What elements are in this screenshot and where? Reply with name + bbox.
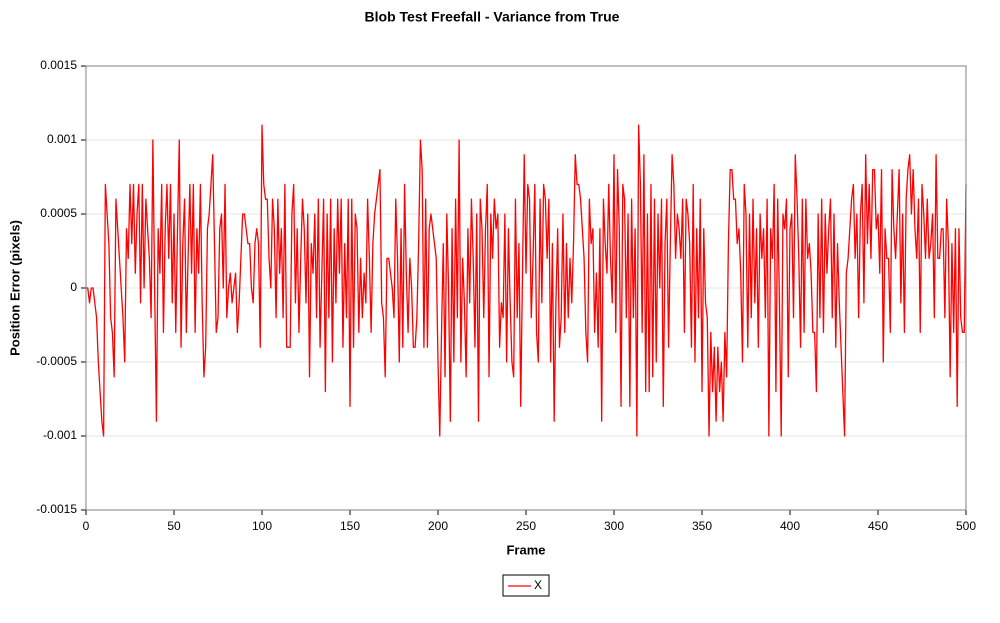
x-axis-title: Frame (506, 542, 545, 557)
x-tick-label: 300 (604, 519, 624, 533)
y-tick-label: 0.0005 (40, 206, 77, 220)
legend-label: X (534, 578, 542, 592)
legend: X (502, 574, 550, 597)
x-tick-label: 100 (252, 519, 272, 533)
y-tick-label: 0 (70, 280, 77, 294)
y-tick-label: 0.0015 (40, 58, 77, 72)
data-line (86, 124, 967, 437)
x-tick-label: 500 (956, 519, 976, 533)
grid: -0.0015 -0.001 -0.0005 0 0.0005 0.001 0.0015 0 5… (36, 58, 976, 533)
x-tick-label: 250 (516, 519, 536, 533)
x-tick-label: 200 (428, 519, 448, 533)
y-tick-label: -0.0015 (36, 502, 77, 516)
x-tick-label: 350 (692, 519, 712, 533)
x-tick-label: 0 (83, 519, 90, 533)
y-tick-label: -0.0005 (36, 354, 77, 368)
x-tick-label: 400 (780, 519, 800, 533)
y-tick-label: 0.001 (47, 132, 77, 146)
y-tick-label: -0.001 (43, 428, 77, 442)
plot-area (86, 124, 967, 437)
x-tick-label: 450 (868, 519, 888, 533)
plot-border (85, 65, 967, 511)
x-tick-label: 150 (340, 519, 360, 533)
chart-title: Blob Test Freefall - Variance from True (365, 9, 620, 25)
y-axis-title: Position Error (pixels) (7, 220, 22, 356)
x-tick-label: 50 (167, 519, 181, 533)
